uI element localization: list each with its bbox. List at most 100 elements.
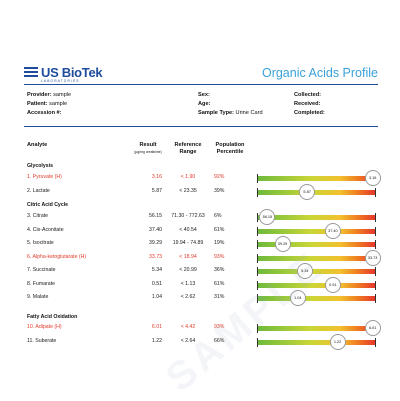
result-value: 5.87 [151,187,162,194]
info-col-3: Collected: Received: Completed: [294,91,325,118]
result-marker: 5.87 [299,183,316,200]
accession-field: Accession #: [27,110,62,116]
bar-left-cap [257,280,258,290]
result-marker: 37.40 [324,222,341,239]
population-percentile: 61% [214,226,225,233]
bar-left-cap [257,174,258,183]
table-row: 3. Citrate 56.15 71.30 - 772.63 6% 56.15 [0,209,400,225]
percentile-bar [258,326,375,331]
bar-left-cap [257,324,258,333]
percentile-bar [258,215,375,220]
result-marker: 1.04 [289,290,306,306]
population-percentile: 6% [214,213,222,219]
patient-field: Patient: sample [27,101,68,107]
us-biotek-logo: US BioTek LABORATORIES [24,65,103,84]
percentile-bar [258,269,375,274]
bar-right-cap [375,267,376,276]
table-row: 1. Pyruvate (H) 3.16 < 1.90 92% 3.16 [0,170,400,186]
info-col-1: Provider: sample Patient: sample Accessi… [27,91,71,118]
analyte-name: 5. Isocitrate [27,240,54,246]
analyte-name: 8. Fumarate [27,280,55,287]
bar-left-cap [257,253,258,263]
percentile-bar [258,189,375,195]
analyte-name: 10. Adipate (H) [27,324,62,330]
section-title: Citric Acid Cycle [27,202,69,208]
result-marker: 56.15 [259,209,276,225]
table-row: 9. Malate 1.04 < 2.62 31% 1.04 [0,290,400,306]
reference-range: < 20.99 [179,267,197,273]
reference-range: < 2.62 [180,294,196,300]
bar-left-cap [257,267,258,276]
column-percentile: Population Percentile [215,142,245,155]
reference-range: < 23.35 [179,187,197,194]
section-title: Glycolysis [27,163,53,169]
percentile-bar [258,176,375,181]
population-percentile: 61% [214,280,225,287]
result-marker: 1.22 [329,333,346,350]
bar-left-cap [257,226,258,236]
bar-left-cap [257,240,258,249]
result-value: 0.51 [151,280,162,287]
result-value: 3.16 [151,174,162,180]
bar-right-cap [375,294,376,303]
population-percentile: 93% [214,324,225,330]
collected-field: Collected: [294,92,322,98]
bar-right-cap [375,187,376,197]
population-percentile: 92% [214,174,225,180]
result-marker: 39.29 [274,236,291,252]
analyte-name: 4. Cis-Aconitate [27,226,64,233]
reference-range: < 1.13 [180,280,196,287]
reference-range: < 18.94 [179,253,197,260]
table-row: 2. Lactate 5.87 < 23.35 39% 5.87 [0,183,400,200]
table-row: 11. Suberate 1.22 < 2.64 66% 1.22 [0,333,400,350]
sex-field: Sex: [198,92,210,98]
analyte-name: 11. Suberate [27,337,57,344]
result-value: 56.15 [149,213,162,219]
population-percentile: 66% [214,337,225,344]
table-row: 5. Isocitrate 39.29 19.94 - 74.89 19% 39.29 [0,236,400,252]
result-value: 33.73 [149,253,162,260]
result-value: 5.34 [151,267,162,273]
bar-right-cap [375,213,376,222]
result-marker: 3.16 [364,170,381,186]
reference-range: < 40.54 [179,226,197,233]
percentile-bar [258,339,375,345]
percentile-bar [258,282,375,288]
column-result: Result (µg/mg creatinine) [128,142,168,156]
result-value: 1.04 [151,294,162,300]
result-marker: 5.34 [296,263,313,279]
bar-left-cap [257,294,258,303]
logo-subtitle: LABORATORIES [41,79,80,83]
bar-left-cap [257,187,258,197]
logo-name: US BioTek [41,65,103,80]
provider-field: Provider: sample [27,92,72,98]
bar-right-cap [375,280,376,290]
result-marker: 6.01 [364,320,381,336]
table-row: 7. Succinate 5.34 < 20.99 36% 5.34 [0,263,400,279]
result-value: 37.40 [149,226,162,233]
reference-range: < 4.42 [180,324,196,330]
population-percentile: 19% [214,240,225,246]
section-title: Fatty Acid Oxidation [27,314,78,320]
completed-field: Completed: [294,110,325,116]
column-analyte: Analyte [27,142,48,148]
population-percentile: 31% [214,294,225,300]
header-divider [24,84,378,85]
analyte-name: 9. Malate [27,294,49,300]
population-percentile: 39% [214,187,225,194]
bar-left-cap [257,213,258,222]
bar-right-cap [375,240,376,249]
column-result-unit: (µg/mg creatinine) [134,150,162,154]
logo-mark-icon [24,67,38,79]
analyte-name: 1. Pyruvate (H) [27,174,62,180]
table-row: 4. Cis-Aconitate 37.40 < 40.54 61% 37.40 [0,222,400,239]
percentile-bar [258,255,375,261]
info-col-2: Sex: Age: Sample Type: Urine Card [198,91,263,118]
analyte-name: 3. Citrate [27,213,49,219]
result-value: 1.22 [151,337,162,344]
received-field: Received: [294,101,321,107]
result-marker: 0.51 [324,276,341,293]
reference-range: < 2.64 [180,337,196,344]
bar-left-cap [257,337,258,347]
age-field: Age: [198,101,211,107]
